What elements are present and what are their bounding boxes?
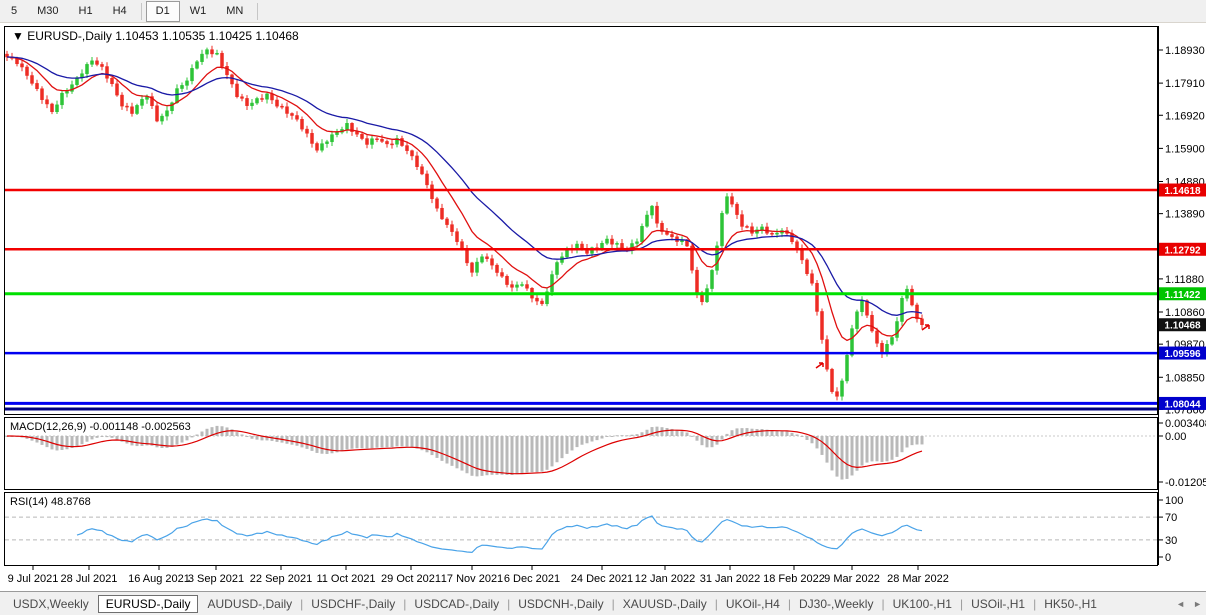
- macd-axis-label: -0.01205: [1165, 477, 1206, 489]
- timeframe-button-h1[interactable]: H1: [78, 5, 93, 17]
- date-axis-label: 16 Aug 2021: [128, 573, 190, 585]
- date-axis-label: 31 Jan 2022: [700, 573, 761, 585]
- chart-tab-usoil-h1[interactable]: USOil-,H1: [971, 596, 1026, 611]
- price-axis-label: 1.15900: [1165, 143, 1205, 155]
- price-axis-label: 1.16920: [1165, 110, 1205, 122]
- svg-text:1.11422: 1.11422: [1165, 290, 1201, 301]
- rsi-line: [76, 515, 923, 554]
- tab-scroll-right-icon[interactable]: ►: [1193, 598, 1202, 609]
- price-badge: 1.11422: [1159, 287, 1206, 301]
- price-axis-label: 1.18930: [1165, 45, 1205, 57]
- price-badge: 1.08044: [1159, 396, 1206, 410]
- rsi-axis-label: 70: [1165, 512, 1177, 524]
- tab-separator: |: [507, 596, 511, 611]
- price-chart[interactable]: 1.189301.179101.169201.159001.148801.138…: [0, 23, 1206, 591]
- rsi-indicator-label: RSI(14) 48.8768: [10, 496, 91, 508]
- chart-tab-uk100-h1[interactable]: UK100-,H1: [892, 596, 952, 611]
- chart-tab-dj30-weekly[interactable]: DJ30-,Weekly: [798, 596, 874, 611]
- rsi-axis-label: 30: [1165, 535, 1177, 547]
- date-axis-label: 11 Oct 2021: [316, 573, 375, 585]
- chart-tab-eurusd-daily[interactable]: EURUSD-,Daily: [97, 594, 199, 613]
- price-badge: 1.10468: [1159, 318, 1206, 332]
- tab-separator: |: [714, 596, 718, 611]
- price-axis-label: 1.08850: [1165, 372, 1205, 384]
- date-axis-label: 28 Mar 2022: [887, 573, 949, 585]
- macd-axis-label: 0.003408: [1165, 418, 1206, 430]
- timeframe-button-m30[interactable]: M30: [37, 5, 59, 17]
- chart-title: ▼ EURUSD-,Daily 1.10453 1.10535 1.10425 …: [12, 29, 299, 43]
- macd-histogram: [5, 425, 924, 480]
- timeframe-button-mn[interactable]: MN: [226, 5, 244, 17]
- price-badge: 1.14618: [1159, 183, 1206, 197]
- date-axis-label: 12 Jan 2022: [635, 573, 696, 585]
- price-axis-label: 1.13890: [1165, 209, 1205, 221]
- date-axis-label: 9 Jul 2021: [8, 573, 59, 585]
- price-badge: 1.09596: [1159, 346, 1206, 360]
- date-axis-label: 9 Mar 2022: [824, 573, 880, 585]
- svg-text:1.12792: 1.12792: [1164, 245, 1201, 256]
- tab-separator: |: [959, 596, 964, 611]
- svg-text:1.08044: 1.08044: [1164, 399, 1201, 410]
- rsi-axis-label: 0: [1165, 552, 1171, 564]
- tab-separator: |: [300, 596, 304, 611]
- date-axis-label: 28 Jul 2021: [61, 573, 118, 585]
- date-axis-label: 6 Dec 2021: [504, 573, 560, 585]
- trade-arrow-icon: [815, 362, 824, 369]
- date-axis-label: 3 Sep 2021: [188, 573, 244, 585]
- chart-tab-xauusd-daily[interactable]: XAUUSD-,Daily: [622, 596, 707, 611]
- svg-text:1.09596: 1.09596: [1164, 349, 1201, 360]
- date-axis-label: 18 Feb 2022: [763, 573, 825, 585]
- timeframe-button-5[interactable]: 5: [11, 5, 18, 17]
- chart-tab-usdcad-daily[interactable]: USDCAD-,Daily: [414, 596, 500, 611]
- tab-scroll-arrows: ◄ ►: [1176, 599, 1202, 609]
- tab-separator: |: [787, 596, 791, 611]
- chart-tab-usdcnh-daily[interactable]: USDCNH-,Daily: [518, 596, 604, 611]
- macd-panel: [4, 417, 1158, 490]
- chart-tab-usdx-weekly[interactable]: USDX,Weekly: [13, 596, 89, 611]
- svg-text:1.10468: 1.10468: [1164, 321, 1201, 332]
- price-axis-label: 1.10860: [1165, 307, 1205, 319]
- chart-tab-bar: USDX,Weekly EURUSD-,Daily AUDUSD-,Daily | US…: [0, 591, 1206, 615]
- timeframe-button-h4[interactable]: H4: [112, 5, 127, 17]
- moving-average-10: [6, 56, 923, 342]
- macd-indicator-label: MACD(12,26,9) -0.001148 -0.002563: [10, 421, 191, 433]
- date-axis-label: 24 Dec 2021: [571, 573, 633, 585]
- tab-separator: |: [611, 596, 615, 611]
- macd-axis-label: 0.00: [1165, 431, 1186, 443]
- date-axis-label: 17 Nov 2021: [441, 573, 503, 585]
- price-axis-label: 1.11880: [1165, 274, 1204, 286]
- price-badge: 1.12792: [1159, 242, 1206, 256]
- main-panel: [4, 26, 1158, 415]
- moving-average-25: [6, 56, 923, 316]
- trade-arrow-icon: [921, 324, 930, 331]
- tab-scroll-left-icon[interactable]: ◄: [1176, 598, 1186, 609]
- macd-signal-line: [7, 429, 923, 475]
- chart-tab-ukoil-h4[interactable]: UKOil-,H4: [725, 596, 780, 611]
- chart-tab-usdchf-daily[interactable]: USDCHF-,Daily: [311, 596, 396, 611]
- price-axis-label: 1.17910: [1165, 78, 1205, 90]
- tab-separator: |: [1033, 596, 1037, 611]
- timeframe-button-w1[interactable]: W1: [189, 5, 207, 17]
- chart-tab-audusd-daily[interactable]: AUDUSD-,Daily: [207, 596, 293, 611]
- tab-separator: |: [881, 596, 885, 611]
- svg-text:1.14618: 1.14618: [1164, 186, 1201, 197]
- date-axis-label: 22 Sep 2021: [250, 573, 312, 585]
- rsi-axis-label: 100: [1165, 495, 1183, 507]
- toolbar-separator: [257, 2, 259, 20]
- timeframe-toolbar: 5 M30 H1 H4 D1 W1 MN: [0, 0, 1206, 23]
- toolbar-separator: [140, 2, 142, 20]
- date-axis-label: 29 Oct 2021: [381, 573, 441, 585]
- rsi-panel: [4, 492, 1158, 566]
- timeframe-button-d1[interactable]: D1: [145, 0, 180, 22]
- tab-separator: |: [403, 596, 407, 611]
- chart-tab-hk50-h1[interactable]: HK50-,H1: [1044, 596, 1097, 611]
